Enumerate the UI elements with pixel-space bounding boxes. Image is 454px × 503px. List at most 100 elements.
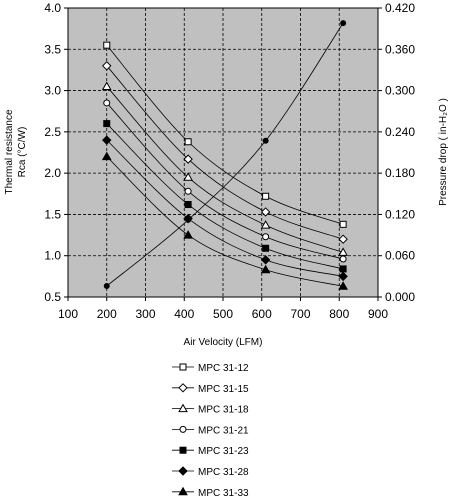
legend-entry: MPC 31-33 [172, 486, 249, 499]
data-point [102, 61, 112, 71]
data-point [338, 247, 348, 256]
legend-entry: MPC 31-15 [172, 383, 249, 395]
pressure-point [262, 137, 269, 144]
legend-label: MPC 31-21 [198, 425, 249, 436]
legend-label: MPC 31-33 [198, 488, 249, 499]
data-point [183, 172, 193, 181]
legend-marker [179, 425, 187, 433]
data-point [338, 271, 348, 282]
ticks-layer: 100 200 300 400 500 600 700 800 900 0.5 1.0 1.5 2.0 2… [44, 1, 415, 321]
y-left-tick-label: 1.0 [44, 249, 61, 263]
series-mpc-31-15 [102, 61, 348, 244]
y-right-tick-label: 0.360 [385, 42, 415, 56]
x-tick-label: 100 [58, 307, 78, 321]
pressure-line [106, 22, 344, 287]
legend-label: MPC 31-23 [198, 446, 249, 457]
series-mpc-31-23 [103, 120, 347, 273]
data-point [338, 281, 348, 290]
pressure-point [185, 216, 192, 223]
data-point [338, 234, 348, 244]
data-point [260, 264, 271, 274]
x-tick-label: 300 [135, 307, 155, 321]
legend-marker [179, 446, 187, 454]
data-point [101, 81, 112, 90]
legend-marker [179, 363, 187, 371]
series-mpc-31-33 [101, 151, 348, 290]
data-point [260, 255, 271, 265]
legend-entry: MPC 31-18 [172, 403, 249, 416]
series-line [106, 102, 344, 260]
data-point [183, 154, 193, 164]
data-point [184, 138, 192, 146]
data-point [103, 41, 111, 49]
legend-marker [178, 466, 188, 476]
data-point [339, 220, 347, 228]
series-layer [101, 20, 348, 290]
y-axis-left-label-line2: Rca (°C/W) [17, 127, 28, 178]
x-tick-label: 900 [368, 307, 388, 321]
series-mpc-31-18 [101, 81, 348, 256]
legend-marker [178, 403, 188, 413]
gridlines [68, 8, 378, 297]
data-point [260, 220, 271, 229]
x-axis-label: Air Velocity (LFM) [184, 337, 263, 348]
series-mpc-31-12 [103, 41, 347, 228]
data-point [184, 187, 192, 195]
data-point [262, 233, 270, 241]
y-right-tick-label: 0.060 [385, 249, 415, 263]
pressure-point [103, 282, 110, 289]
series-pressure-drop [103, 20, 347, 289]
y-left-tick-label: 3.5 [44, 42, 61, 56]
legend-label: MPC 31-18 [198, 405, 249, 416]
series-line [106, 123, 344, 270]
data-point [183, 230, 193, 239]
data-point [102, 135, 112, 145]
series-line [106, 156, 344, 287]
series-line [106, 139, 344, 277]
series-line [106, 44, 344, 225]
y-right-tick-label: 0.120 [385, 207, 415, 221]
y-right-tick-label: 0.240 [385, 125, 415, 139]
y-axis-right-label: Pressure drop ( in-H₂O ) [438, 98, 449, 206]
data-point [260, 207, 271, 217]
x-tick-label: 500 [213, 307, 233, 321]
series-line [106, 86, 344, 253]
data-point [339, 265, 347, 273]
series-mpc-31-21 [103, 99, 347, 263]
y-left-tick-label: 2.5 [44, 125, 61, 139]
legend-marker [178, 486, 188, 496]
y-right-tick-label: 0.420 [385, 1, 415, 15]
x-tick-label: 400 [174, 307, 194, 321]
data-point [262, 244, 270, 252]
legend-label: MPC 31-12 [198, 363, 249, 374]
y-axis-left-label-line1: Thermal resistance [4, 109, 15, 194]
legend-entry: MPC 31-23 [172, 446, 249, 457]
data-point [262, 192, 270, 200]
y-left-tick-label: 0.5 [44, 290, 61, 304]
x-tick-label: 800 [329, 307, 349, 321]
legend-marker [178, 383, 188, 393]
y-right-tick-label: 0.000 [385, 290, 415, 304]
x-tick-label: 700 [290, 307, 310, 321]
data-point [184, 201, 192, 209]
legend-label: MPC 31-28 [198, 467, 249, 478]
pressure-point [340, 20, 347, 27]
data-point [103, 120, 111, 128]
data-point [103, 99, 111, 107]
y-left-tick-label: 4.0 [44, 1, 61, 15]
x-tick-label: 200 [97, 307, 117, 321]
x-tick-label: 600 [252, 307, 272, 321]
legend-label: MPC 31-15 [198, 384, 249, 395]
y-left-tick-label: 3.0 [44, 84, 61, 98]
legend: MPC 31-12 MPC 31-15 MPC 31-18 MPC 31-21 MPC … [172, 363, 249, 499]
y-left-tick-label: 1.5 [44, 207, 61, 221]
legend-entry: MPC 31-21 [172, 425, 249, 436]
y-right-tick-label: 0.300 [385, 84, 415, 98]
legend-entry: MPC 31-28 [172, 466, 249, 478]
data-point [339, 255, 347, 263]
y-right-tick-label: 0.180 [385, 166, 415, 180]
series-line [106, 65, 344, 240]
y-left-tick-label: 2.0 [44, 166, 61, 180]
legend-entry: MPC 31-12 [172, 363, 249, 374]
